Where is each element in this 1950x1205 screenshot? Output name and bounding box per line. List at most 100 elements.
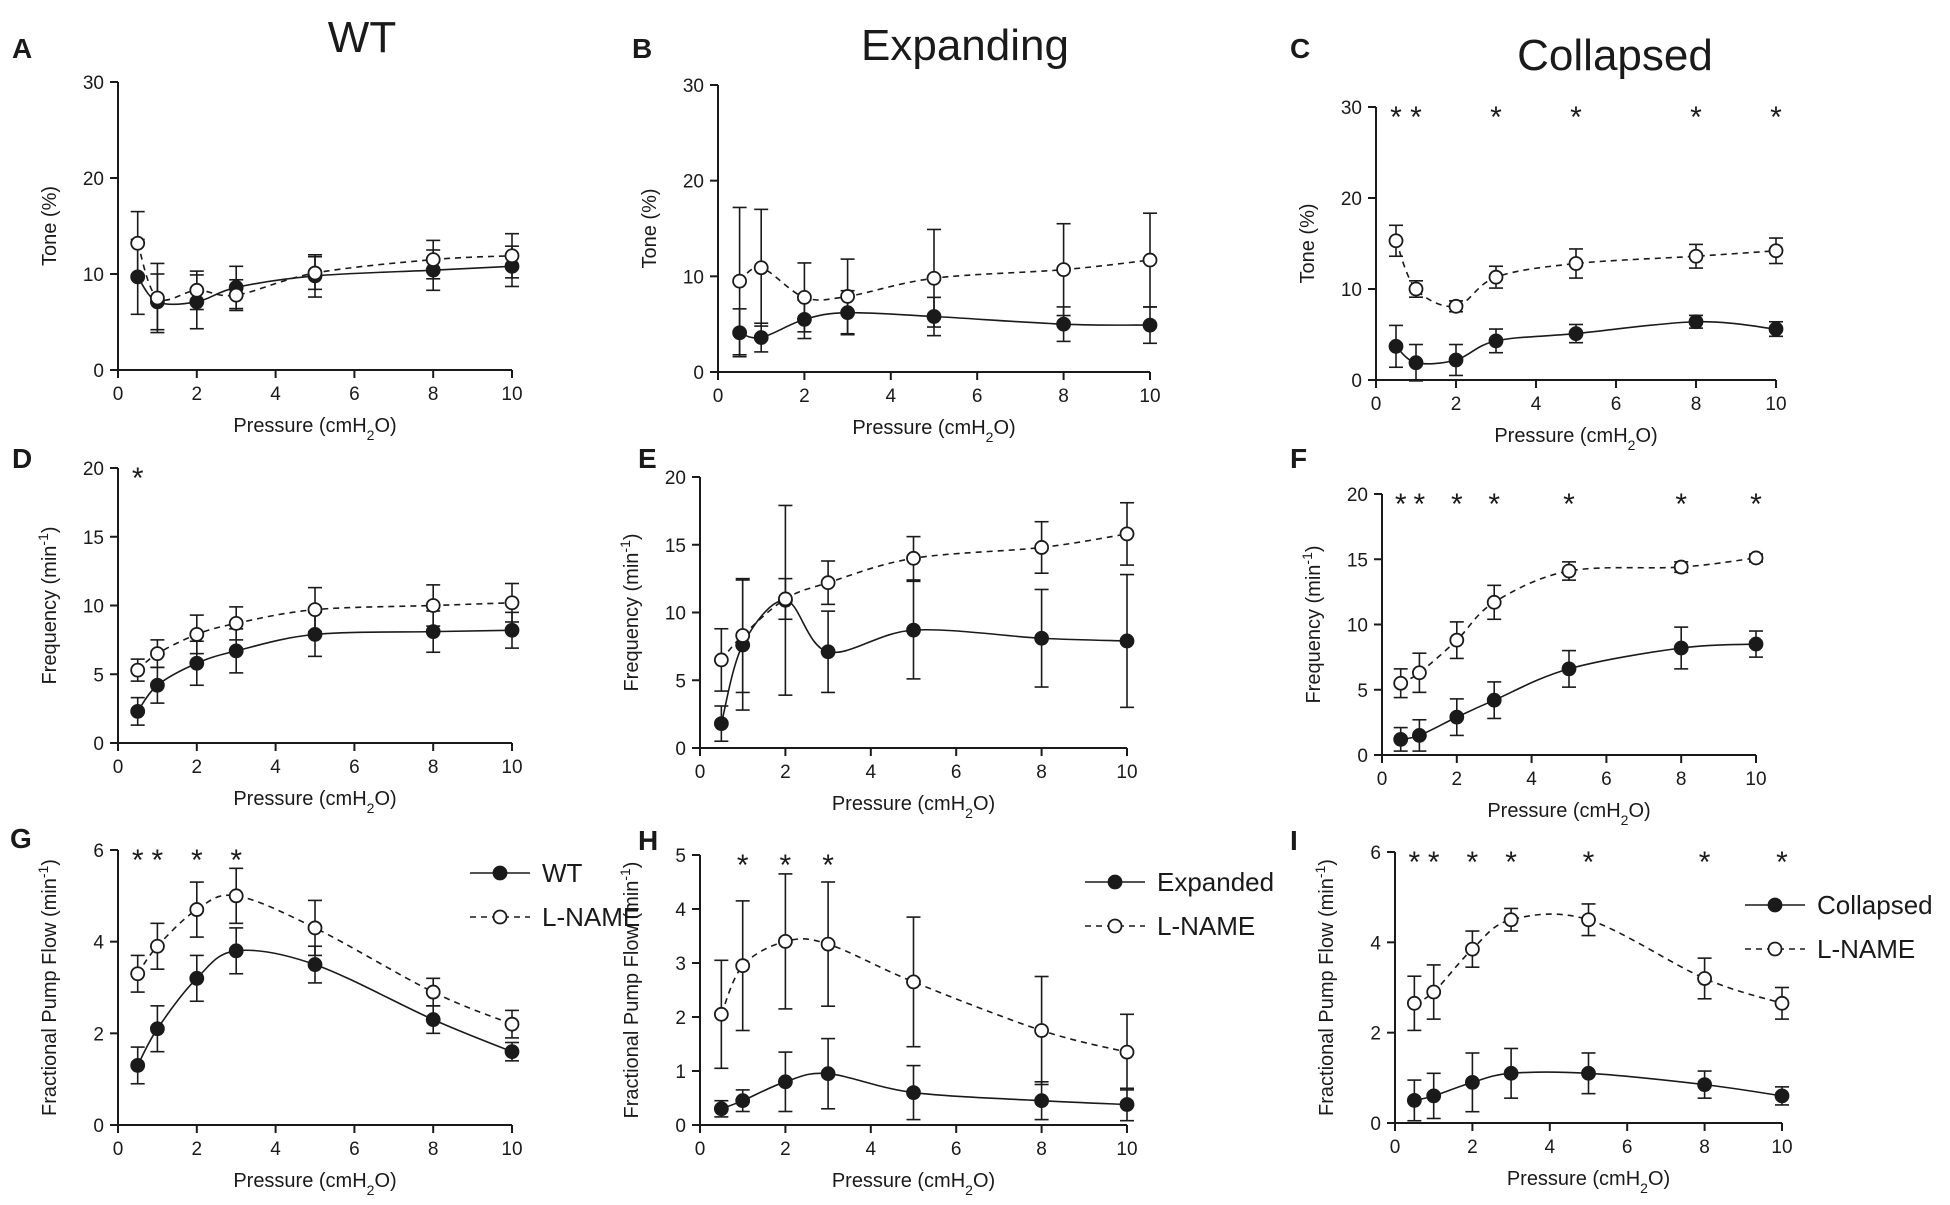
data-point-filled: [735, 1093, 751, 1109]
data-point-filled: [1393, 731, 1409, 747]
data-point-open: [1673, 559, 1689, 575]
data-point-open: [307, 602, 323, 618]
y-tick-label: 1: [675, 1062, 686, 1083]
x-tick-label: 4: [866, 762, 877, 783]
y-axis-label: Tone (%): [1297, 203, 1319, 283]
x-tick-label: 10: [501, 384, 522, 405]
data-point-open: [1488, 269, 1504, 285]
data-point-open: [307, 265, 323, 281]
data-point-open: [906, 974, 921, 990]
legend-marker-filled: [1767, 897, 1783, 913]
column-title: WT: [328, 13, 396, 62]
data-point-open: [713, 652, 729, 668]
x-tick-label: 0: [1371, 394, 1382, 415]
y-tick-label: 4: [93, 933, 104, 954]
data-point-open: [149, 646, 165, 662]
data-point-open: [840, 289, 855, 304]
x-tick-label: 6: [972, 386, 983, 407]
data-point-filled: [1673, 640, 1689, 656]
x-tick-label: 0: [713, 386, 724, 407]
panel-a: A 0 2 4 6 8 10 0 10 20 30 Pressure (cmH2O) Tone (%): [12, 33, 523, 443]
panel-g: G 0 2 4 6 8 10 0 2 4 6 Pressure (cmH2O) Fractional P…: [10, 823, 640, 1198]
panel-c: C 0 2 4 6 8 10 0 10 20 30 Pressure (cmH2O) Tone (%) *…: [1290, 33, 1787, 453]
x-tick-label: 10: [501, 757, 522, 778]
data-point-open: [1119, 526, 1135, 542]
y-tick-label: 10: [683, 267, 704, 288]
x-tick-label: 2: [1451, 394, 1462, 415]
data-point-filled: [1142, 317, 1158, 333]
data-point-filled: [425, 1012, 441, 1027]
data-point-open: [1768, 243, 1784, 259]
data-point-open: [504, 248, 520, 264]
data-point-filled: [1388, 338, 1404, 354]
y-tick-label: 10: [83, 265, 104, 286]
data-point-filled: [189, 655, 205, 671]
x-tick-label: 8: [1676, 769, 1687, 790]
data-point-open: [189, 282, 205, 298]
legend-label: L-NAME: [1157, 911, 1255, 941]
data-point-filled: [1412, 728, 1427, 743]
data-point-filled: [1581, 1065, 1596, 1081]
x-tick-label: 6: [349, 757, 360, 778]
y-tick-label: 10: [1347, 616, 1368, 637]
y-tick-label: 6: [1370, 843, 1381, 864]
x-tick-label: 4: [270, 1139, 281, 1160]
y-tick-label: 10: [83, 597, 104, 618]
y-axis-label: Frequency (min-1): [35, 526, 61, 684]
y-tick-label: 30: [1341, 98, 1362, 119]
y-axis-label: Fractional Pump Flow (min-1): [1312, 859, 1338, 1116]
legend-label: Expanded: [1157, 867, 1274, 897]
y-tick-label: 10: [665, 604, 686, 625]
significance-star: *: [132, 462, 144, 495]
y-tick-label: 20: [1341, 189, 1362, 210]
data-point-filled: [1488, 333, 1504, 349]
column-title: Expanding: [861, 21, 1069, 70]
y-tick-label: 0: [675, 739, 686, 760]
x-axis-label: Pressure (cmH2O): [233, 788, 396, 816]
panel-e: E 0 2 4 6 8 10 0 5 10 15 20 Pressure (cmH2O) Frequenc…: [617, 443, 1138, 821]
data-point-open: [425, 252, 441, 268]
data-point-open: [228, 287, 244, 303]
x-tick-label: 4: [866, 1139, 877, 1160]
data-point-open: [307, 920, 323, 936]
legend-marker-filled: [492, 865, 508, 881]
significance-star: *: [1505, 846, 1517, 879]
x-tick-label: 2: [780, 1139, 791, 1160]
y-tick-label: 4: [675, 900, 686, 921]
y-tick-label: 0: [1351, 371, 1362, 392]
data-point-filled: [906, 622, 921, 638]
series-l-name: [1393, 550, 1764, 699]
data-point-filled: [1034, 1093, 1049, 1109]
significance-star: *: [1395, 488, 1407, 521]
x-tick-label: 6: [1601, 769, 1612, 790]
x-tick-label: 6: [951, 1139, 962, 1160]
data-point-filled: [1449, 709, 1465, 725]
significance-star: *: [1675, 488, 1687, 521]
x-axis-label: Pressure (cmH2O): [852, 417, 1015, 445]
x-axis-label: Pressure (cmH2O): [1494, 425, 1657, 453]
data-point-open: [1486, 594, 1502, 610]
series-control: [713, 504, 1135, 743]
x-tick-label: 4: [1545, 1137, 1556, 1158]
legend: Collapsed L-NAME: [1745, 890, 1933, 964]
data-point-filled: [1561, 661, 1577, 677]
x-tick-label: 6: [1622, 1137, 1633, 1158]
y-tick-label: 3: [675, 954, 686, 975]
data-point-open: [1748, 550, 1764, 566]
data-point-open: [189, 626, 205, 642]
significance-star: *: [737, 849, 749, 882]
y-tick-label: 2: [93, 1024, 104, 1045]
x-tick-label: 2: [192, 757, 203, 778]
data-point-open: [732, 273, 747, 289]
data-point-open: [130, 966, 146, 982]
significance-star: *: [1488, 488, 1500, 521]
significance-star: *: [1583, 846, 1595, 879]
y-axis-label: Frequency (min-1): [617, 533, 643, 691]
y-tick-label: 20: [83, 459, 104, 480]
y-tick-label: 0: [675, 1116, 686, 1137]
y-axis-label: Frequency (min-1): [1299, 545, 1325, 703]
x-tick-label: 2: [192, 1139, 203, 1160]
series-control: [130, 927, 520, 1085]
data-point-filled: [130, 1058, 146, 1073]
